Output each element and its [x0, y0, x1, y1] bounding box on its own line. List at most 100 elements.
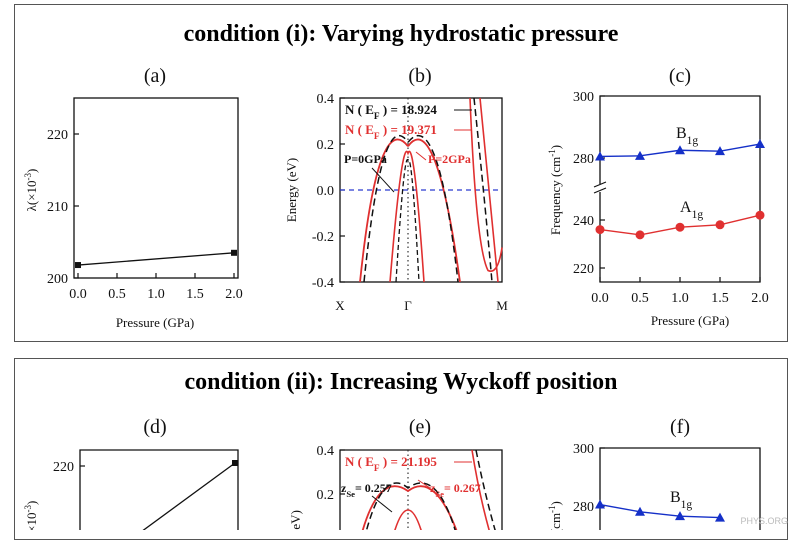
x-tick-label-c: 0.0 [591, 291, 609, 306]
zse-arrow-2 [417, 479, 431, 489]
zse-label-1: zSe= 0.257 [341, 481, 392, 499]
panel-label-a: (a) [144, 65, 166, 87]
pressure-arrow-p0 [371, 167, 395, 193]
series-line-a [77, 252, 235, 266]
y-tick-label-a: 220 [47, 128, 68, 143]
k-point-label-gamma: Γ [404, 298, 412, 313]
data-point-a1g [675, 222, 685, 232]
series-line-d [142, 462, 236, 530]
y-tick-label-e: 0.2 [317, 488, 335, 503]
band-black-m-e [475, 449, 496, 530]
band-red-right-p2 [407, 138, 461, 283]
band-inner-red [389, 150, 425, 283]
y-tick-label-e: 0.4 [317, 444, 335, 459]
panel-label-e: (e) [409, 416, 431, 438]
band-black-left-p0 [363, 134, 409, 283]
data-point-b1g [635, 150, 645, 160]
band-red-left-p2 [359, 138, 409, 283]
dos-annotation-e: N ( EF ) = 21.195 [345, 454, 437, 474]
watermark: PHYS.ORG [740, 516, 788, 526]
x-tick-label-a: 0.0 [69, 287, 87, 302]
y-axis-label-d: λ(×10-3) [23, 501, 39, 530]
data-point-a1g [715, 220, 725, 230]
y-tick-label-a: 200 [47, 272, 68, 287]
y-tick-label-b: -0.4 [312, 276, 334, 291]
plot-frame-d [79, 449, 239, 530]
data-point-a [75, 262, 81, 269]
data-point-b1g [595, 151, 605, 161]
band-red-m-e [471, 449, 490, 530]
data-point-b1g-f [595, 499, 605, 509]
band-red-e [361, 485, 458, 530]
x-tick-label-a: 1.5 [186, 287, 204, 302]
plot-frame-c [599, 95, 761, 283]
band-red-m [469, 97, 503, 272]
condition-i-title: condition (i): Varying hydrostatic press… [183, 21, 619, 47]
plot-frame-f [599, 447, 761, 530]
band-inner-red-e [394, 509, 422, 530]
y-tick-label-b: 0.2 [317, 138, 335, 153]
plot-frame-a [73, 97, 239, 279]
y-tick-label-c: 220 [573, 262, 594, 277]
y-axis-label-c: Frequency (cm-1) [547, 145, 563, 235]
series-line-b1g-f [599, 503, 721, 519]
band-black-m [473, 97, 493, 283]
y-tick-label-f: 300 [573, 442, 594, 457]
band-red-m2 [479, 97, 499, 283]
data-point-b1g [755, 139, 765, 149]
data-point-a1g [635, 230, 645, 240]
band-inner-black [395, 158, 420, 283]
series-label-a1g: A1g [680, 199, 703, 221]
x-tick-label-a: 2.0 [225, 287, 243, 302]
pressure-arrow-p2 [415, 151, 427, 161]
data-point-a [231, 249, 237, 256]
pressure-label-p0: P=0GPa [344, 152, 387, 166]
k-point-label-m: M [496, 298, 508, 313]
zse-label-2: zSe= 0.267 [430, 481, 481, 499]
plot-frame-e [339, 449, 503, 530]
zse-arrow-1 [371, 495, 393, 513]
y-axis-label-b: Energy (eV) [284, 158, 299, 222]
data-point-b1g [675, 145, 685, 155]
series-label-b1g-f: B1g [670, 489, 692, 511]
data-point-b1g [715, 146, 725, 156]
dos-annotation-p0: N ( EF ) = 18.924 [345, 102, 437, 122]
y-axis-label-f: y (cm-1) [547, 501, 563, 530]
y-axis-label-a: λ(×10-3) [23, 169, 39, 212]
y-axis-label-e: (eV) [288, 510, 303, 530]
y-tick-label-a: 210 [47, 200, 68, 215]
data-point-a1g [755, 210, 765, 220]
x-axis-label-c: Pressure (GPa) [651, 313, 729, 328]
pressure-label-p2: P=2GPa [428, 152, 471, 166]
x-tick-label-a: 1.0 [147, 287, 165, 302]
y-tick-label-d: 220 [53, 460, 74, 475]
y-tick-label-f: 280 [573, 500, 594, 515]
y-tick-label-c: 300 [573, 90, 594, 105]
y-tick-label-b: 0.0 [317, 184, 335, 199]
x-tick-label-c: 2.0 [751, 291, 769, 306]
dos-annotation-p2: N ( EF ) = 19.371 [345, 122, 437, 142]
panel-label-b: (b) [408, 65, 431, 87]
data-point-b1g-f [635, 506, 645, 516]
data-point-d [232, 460, 238, 466]
y-tick-label-b: -0.2 [312, 230, 334, 245]
band-black-e [365, 482, 456, 530]
x-tick-label-a: 0.5 [108, 287, 126, 302]
panel-label-f: (f) [670, 416, 690, 438]
data-point-a1g [595, 225, 605, 235]
axis-break-mark [593, 181, 607, 188]
y-tick-label-c: 240 [573, 214, 594, 229]
panel-label-d: (d) [143, 416, 166, 438]
y-tick-label-b: 0.4 [317, 92, 335, 107]
x-tick-label-c: 1.5 [711, 291, 729, 306]
k-point-label-x: X [335, 298, 345, 313]
x-tick-label-c: 1.0 [671, 291, 689, 306]
x-tick-label-c: 0.5 [631, 291, 649, 306]
data-point-b1g-f [715, 512, 725, 522]
axis-break-gap [594, 184, 606, 192]
data-point-b1g-f [675, 511, 685, 521]
y-tick-label-c: 280 [573, 152, 594, 167]
axis-break-mark [593, 187, 607, 194]
condition-ii-title: condition (ii): Increasing Wyckoff posit… [184, 369, 618, 395]
